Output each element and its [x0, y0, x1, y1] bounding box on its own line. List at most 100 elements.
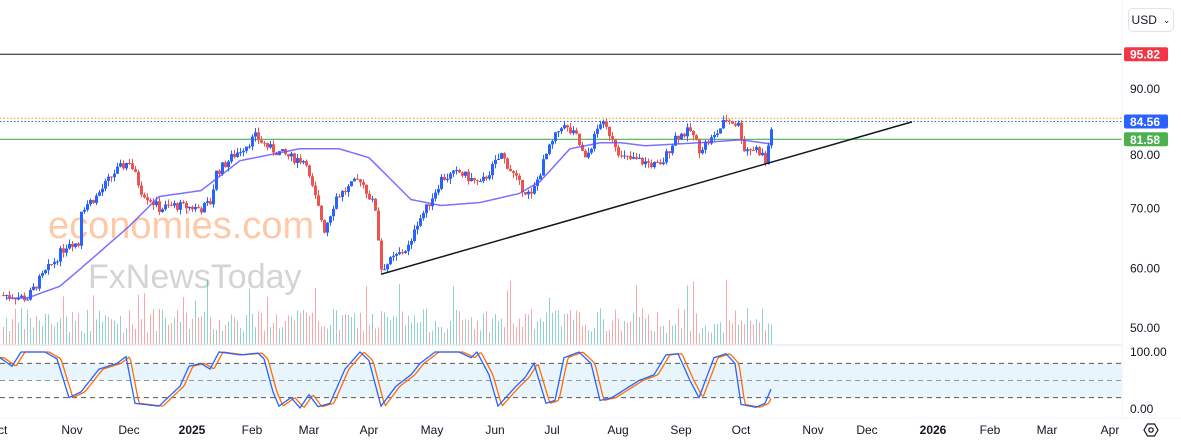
candle-body [722, 119, 725, 129]
candle-body [224, 162, 227, 168]
candle-body [593, 133, 596, 149]
candle-body [524, 192, 527, 195]
stochastic-pane [0, 350, 1122, 409]
volume-bar [645, 318, 646, 345]
volume-bar [135, 328, 136, 345]
volume-bar [639, 317, 640, 345]
candle-body [62, 248, 65, 253]
watermark-fxnewstoday: FxNewsToday [88, 258, 302, 296]
candle-body [107, 176, 110, 181]
currency-selector[interactable]: USD ⌄ [1128, 8, 1174, 32]
settings-gear-icon[interactable] [1143, 423, 1159, 437]
volume-bar [30, 317, 31, 345]
volume-bar [669, 320, 670, 345]
volume-bar [198, 317, 199, 345]
candle-body [227, 161, 230, 168]
volume-bar [615, 309, 616, 345]
volume-bar [120, 316, 121, 345]
candle-body [2, 295, 5, 297]
volume-bar [471, 317, 472, 345]
volume-bar [168, 324, 169, 345]
candle-body [599, 124, 602, 129]
candle-body [341, 191, 344, 197]
time-tick-label: Dec [118, 423, 139, 437]
candle-body [266, 143, 269, 148]
candle-body [401, 252, 404, 254]
volume-bar [573, 319, 574, 345]
volume-bar [759, 322, 760, 345]
candle-body [572, 130, 575, 134]
volume-bar [291, 316, 292, 345]
candle-body [5, 295, 8, 297]
volume-bar [102, 321, 103, 345]
time-axis[interactable]: ct Nov Dec 2025 Feb Mar Apr May Jun Jul Aug Sep Oct N… [0, 423, 1119, 437]
volume-bar [342, 315, 343, 345]
candle-body [161, 209, 164, 212]
candle-body [554, 132, 557, 142]
candle-body [371, 198, 374, 200]
candle-body [584, 150, 587, 158]
trendline[interactable] [380, 121, 913, 275]
volume-bar [42, 326, 43, 345]
candle-body [197, 207, 200, 209]
candle-body [86, 204, 89, 210]
candle-body [665, 151, 668, 163]
volume-bar [552, 312, 553, 345]
volume-bar [186, 312, 187, 345]
volume-bar [555, 310, 556, 345]
volume-bar [222, 330, 223, 345]
volume-bar [27, 309, 28, 345]
candle-body [191, 206, 194, 210]
candle-body [638, 157, 641, 159]
price-tag-background [1124, 47, 1168, 62]
watermark-economies: economies.com [48, 205, 314, 247]
volume-bar [258, 311, 259, 345]
candle-body [443, 176, 446, 180]
candle-body [650, 162, 653, 168]
candle-body [623, 155, 626, 157]
candle-body [251, 136, 254, 147]
candle-body [242, 150, 245, 153]
volume-bar [105, 315, 106, 345]
volume-bar [138, 294, 139, 345]
volume-bar [588, 330, 589, 345]
candle-body [149, 200, 152, 202]
candle-body [245, 146, 248, 151]
candle-body [29, 289, 32, 300]
volume-bar [438, 326, 439, 345]
candle-body [737, 122, 740, 126]
candle-body [311, 176, 314, 186]
volume-bar [444, 332, 445, 345]
volume-bar [309, 315, 310, 345]
volume-bar [408, 315, 409, 345]
volume-bar [648, 314, 649, 345]
volume-bar [687, 285, 688, 345]
volume-bar [306, 312, 307, 345]
watermark: economies.com FxNewsToday [48, 205, 314, 296]
volume-bar [654, 331, 655, 345]
candle-body [80, 211, 83, 246]
candle-body [389, 257, 392, 265]
volume-bar [387, 316, 388, 345]
candle-body [326, 222, 329, 233]
time-tick-label: 2025 [179, 423, 206, 437]
candle-body [581, 144, 584, 151]
volume-bar [189, 329, 190, 345]
candle-body [254, 132, 257, 137]
volume-bar [447, 328, 448, 345]
volume-bar [732, 323, 733, 345]
time-tick-label: Oct [732, 423, 751, 437]
candle-body [410, 240, 413, 245]
volume-bar [246, 314, 247, 345]
price-axis[interactable]: 90.00 80.00 70.00 60.00 50.00 95.82 84.56 81.58… [1124, 47, 1168, 416]
volume-bar [84, 332, 85, 345]
volume-bar [768, 323, 769, 345]
candle-body [155, 201, 158, 206]
volume-bar [456, 310, 457, 345]
candle-body [200, 208, 203, 213]
volume-bar [540, 318, 541, 345]
volume-bar [171, 323, 172, 345]
volume-bar [570, 310, 571, 345]
volume-bar [741, 320, 742, 345]
